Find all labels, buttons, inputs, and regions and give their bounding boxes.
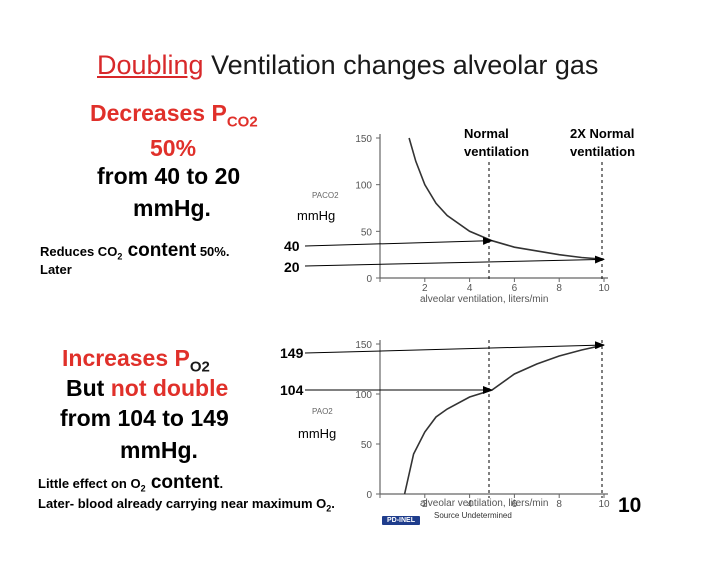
pco2-x-tick-label: 8	[556, 283, 562, 294]
po2-x-tick-label: 10	[598, 499, 610, 510]
po2-y-tick-label: 0	[366, 490, 372, 501]
pco2-chart: 0 50 100 150 2 4 6 8 10 alveolar ventilation, lit…	[312, 134, 610, 305]
normal-label-2: ventilation	[464, 144, 530, 159]
arrow-40	[304, 236, 493, 247]
po2-x-axis-label: alveolar ventilation, liters/min	[420, 498, 548, 509]
pco2-x-tick-label: 4	[467, 283, 473, 294]
mmhg-bottom: mmHg	[298, 426, 337, 441]
value-20: 20	[284, 259, 300, 275]
o2-not-double-red: not double	[110, 375, 229, 401]
source-credit: Source Undetermined	[434, 511, 512, 520]
pco2-y-tick-label: 150	[355, 134, 372, 145]
co2-note-sub: 2	[117, 251, 123, 262]
double-label-2: ventilation	[570, 144, 636, 159]
pco2-y-axis-label: PACO2	[312, 191, 339, 200]
co2-heading-sub: CO2	[226, 113, 258, 131]
po2-y-tick-label: 100	[355, 390, 372, 401]
pco2-x-tick-label: 2	[422, 283, 428, 294]
license-badge: PD-INEL	[382, 509, 420, 527]
value-40: 40	[284, 238, 300, 254]
co2-note-content: content	[122, 240, 197, 261]
o2-but: But	[66, 375, 111, 401]
po2-x-tick-label: 8	[556, 499, 562, 510]
o2-note-later-sub: 2	[326, 503, 332, 514]
co2-heading: Decreases PCO2	[90, 100, 280, 131]
po2-y-axis-label: PAO2	[312, 407, 333, 416]
o2-heading-sub: O2	[189, 358, 210, 376]
po2-y-tick-label: 150	[355, 340, 372, 351]
co2-percent: 50%	[150, 135, 197, 161]
title-rest: Ventilation changes alveolar gas	[203, 50, 599, 80]
slide-title: Doubling Ventilation changes alveolar ga…	[97, 50, 598, 81]
po2-curve	[403, 344, 605, 495]
o2-note-later-suffix: .	[331, 496, 335, 511]
o2-note: Little effect on O2 content.	[38, 472, 223, 494]
o2-note-later: Later- blood already carrying near maxim…	[38, 496, 335, 514]
pco2-y-tick-label: 0	[366, 274, 372, 285]
pco2-curve	[408, 137, 605, 261]
co2-note: Reduces CO2 content 50%.	[40, 240, 229, 262]
co2-heading-text: Decreases P	[90, 100, 227, 126]
po2-x-tick-label: 6	[512, 499, 518, 510]
po2-x-tick-label: 2	[422, 499, 428, 510]
annotation-arrows	[304, 236, 605, 394]
pco2-x-tick-label: 10	[598, 283, 610, 294]
pco2-y-tick-label: 100	[355, 181, 372, 192]
co2-note-later: Later	[40, 262, 72, 277]
o2-note-later-text: Later- blood already carrying near maxim…	[38, 496, 327, 511]
pco2-y-tick-label: 50	[361, 227, 373, 238]
o2-note-suffix: .	[219, 476, 224, 491]
normal-label: Normal	[464, 126, 509, 141]
value-104: 104	[280, 382, 304, 398]
o2-range: from 104 to 149	[60, 405, 229, 431]
pco2-x-tick-label: 6	[512, 283, 518, 294]
slide-number: 10	[618, 494, 642, 517]
o2-heading-red: Increases P	[62, 345, 190, 371]
po2-chart: 0 50 100 150 2 4 6 8 10 alveolar ventilation, lit…	[312, 340, 610, 510]
pco2-x-axis-label: alveolar ventilation, liters/min	[420, 294, 548, 305]
license-badge-text: PD-INEL	[382, 516, 420, 525]
po2-x-tick-label: 4	[467, 499, 473, 510]
co2-note-prefix: Reduces CO	[40, 244, 118, 259]
mmhg-top: mmHg	[297, 208, 336, 223]
arrow-149	[304, 341, 605, 354]
o2-units: mmHg.	[120, 437, 198, 463]
o2-note-prefix: Little effect on O	[38, 476, 141, 491]
co2-range: from 40 to 20	[97, 163, 241, 189]
co2-note-suffix: 50%.	[196, 244, 230, 259]
arrow-20	[304, 255, 605, 267]
o2-heading: Increases PO2	[62, 345, 210, 376]
o2-not-double: But not double	[66, 375, 228, 402]
value-149: 149	[280, 345, 304, 361]
double-label: 2X Normal	[570, 126, 635, 141]
po2-y-tick-label: 50	[361, 440, 373, 451]
title-accent: Doubling	[97, 50, 204, 80]
co2-units: mmHg.	[133, 195, 211, 221]
o2-note-sub: 2	[140, 483, 146, 494]
o2-note-content: content	[145, 472, 220, 493]
